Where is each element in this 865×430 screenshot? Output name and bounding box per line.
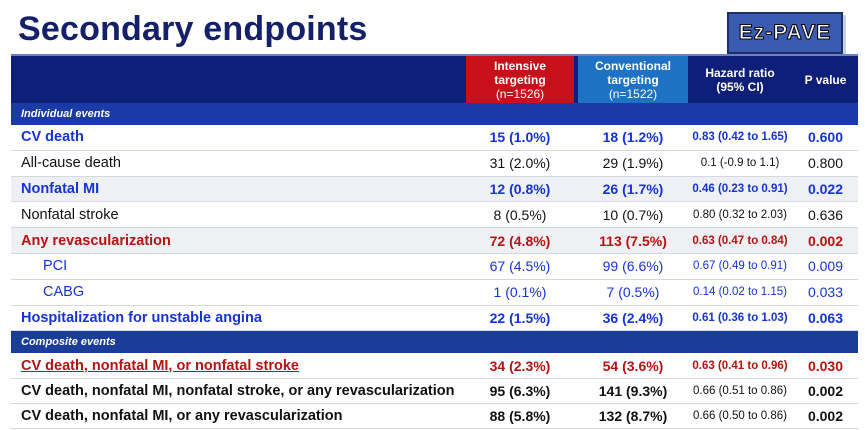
p-value: 0.636 (807, 206, 844, 223)
hazard-ratio-value: 0.14 (0.02 to 1.15) (693, 286, 787, 299)
table-row: PCI 67 (4.5%) 99 (6.6%) 0.67 (0.49 to 0.91)… (11, 254, 858, 280)
row-label: CV death, nonfatal MI, or nonfatal strok… (21, 357, 299, 374)
intensive-value: 1 (0.1%) (493, 284, 547, 301)
intensive-value: 95 (6.3%) (489, 382, 551, 399)
hazard-ratio-value: 0.1 (-0.9 to 1.1) (700, 157, 780, 170)
table-header: Intensive targeting (n=1526) Conventiona… (11, 54, 858, 103)
p-value: 0.009 (807, 258, 844, 275)
page-title: Secondary endpoints (18, 10, 368, 48)
p-value: 0.063 (807, 309, 844, 326)
header-conventional-line1: Conventional (594, 58, 671, 73)
row-label: PCI (43, 258, 68, 275)
conventional-value: 29 (1.9%) (602, 155, 664, 172)
header-intensive-line1: Intensive (493, 58, 547, 73)
p-value: 0.030 (807, 357, 844, 374)
table-row: CV death, nonfatal MI, nonfatal stroke, … (11, 379, 858, 404)
conventional-value: 36 (2.4%) (602, 309, 664, 326)
header-conventional-n: (n=1522) (608, 86, 658, 101)
row-label: CABG (43, 284, 85, 301)
p-value: 0.022 (807, 180, 844, 197)
table-row: CABG 1 (0.1%) 7 (0.5%) 0.14 (0.02 to 1.15) 0… (11, 280, 858, 306)
conventional-value: 132 (8.7%) (598, 408, 668, 425)
header-p-value: P value (793, 56, 858, 103)
p-value: 0.002 (807, 382, 844, 399)
header-hazard-ratio: Hazard ratio (95% CI) (689, 56, 791, 103)
intensive-value: 8 (0.5%) (493, 206, 547, 223)
table-row: All-cause death 31 (2.0%) 29 (1.9%) 0.1 (-0… (11, 151, 858, 177)
section-individual-events: Individual events (11, 103, 858, 125)
hazard-ratio-value: 0.61 (0.36 to 1.03) (692, 311, 788, 324)
conventional-value: 7 (0.5%) (606, 284, 660, 301)
header-hazard-line1: Hazard ratio (705, 65, 775, 80)
p-value: 0.002 (807, 408, 844, 425)
p-value: 0.002 (807, 232, 844, 249)
table-row: CV death 15 (1.0%) 18 (1.2%) 0.83 (0.42 to … (11, 125, 858, 151)
row-label: Hospitalization for unstable angina (21, 309, 262, 326)
intensive-value: 34 (2.3%) (489, 357, 551, 374)
table-row: Nonfatal stroke 8 (0.5%) 10 (0.7%) 0.80 (0.… (11, 202, 858, 229)
table-row: Any revascularization 72 (4.8%) 113 (7.5%)… (11, 228, 858, 254)
header-p-label: P value (804, 72, 847, 87)
header-conventional-line2: targeting (607, 72, 659, 87)
hazard-ratio-value: 0.46 (0.23 to 0.91) (692, 182, 788, 195)
intensive-value: 12 (0.8%) (489, 180, 551, 197)
table-row: Nonfatal MI 12 (0.8%) 26 (1.7%) 0.46 (0.23 … (11, 176, 858, 203)
header-intensive-line2: targeting (494, 72, 546, 87)
intensive-value: 72 (4.8%) (489, 232, 551, 249)
intensive-value: 15 (1.0%) (489, 129, 551, 146)
intensive-value: 67 (4.5%) (489, 258, 551, 275)
row-label: All-cause death (21, 155, 121, 172)
hazard-ratio-value: 0.67 (0.49 to 0.91) (693, 260, 787, 273)
intensive-value: 31 (2.0%) (489, 155, 551, 172)
conventional-value: 99 (6.6%) (602, 258, 664, 275)
p-value: 0.033 (807, 284, 844, 301)
hazard-ratio-value: 0.83 (0.42 to 1.65) (692, 131, 788, 144)
p-value: 0.600 (807, 129, 844, 146)
conventional-value: 113 (7.5%) (599, 232, 667, 249)
hazard-ratio-value: 0.66 (0.51 to 0.86) (693, 384, 787, 397)
header-hazard-line2: (95% CI) (716, 79, 764, 94)
hazard-ratio-value: 0.63 (0.47 to 0.84) (692, 234, 788, 247)
hazard-ratio-value: 0.63 (0.41 to 0.96) (692, 359, 788, 372)
row-label: CV death, nonfatal MI, or any revascular… (21, 408, 343, 425)
row-label: CV death (21, 129, 84, 146)
row-label: Nonfatal stroke (21, 206, 119, 223)
p-value: 0.800 (807, 155, 844, 172)
intensive-value: 88 (5.8%) (489, 408, 551, 425)
conventional-value: 10 (0.7%) (602, 206, 664, 223)
logo-text: Ez-PAVE (738, 21, 832, 45)
intensive-value: 22 (1.5%) (489, 309, 551, 326)
conventional-value: 18 (1.2%) (602, 129, 664, 146)
table-row: Hospitalization for unstable angina 22 (1… (11, 306, 858, 332)
header-conventional: Conventional targeting (n=1522) (578, 56, 688, 103)
row-label: CV death, nonfatal MI, nonfatal stroke, … (21, 382, 455, 399)
row-label: Any revascularization (21, 232, 171, 249)
header-intensive: Intensive targeting (n=1526) (466, 56, 574, 103)
composite-events-body: CV death, nonfatal MI, or nonfatal strok… (11, 353, 858, 430)
individual-events-body: CV death 15 (1.0%) 18 (1.2%) 0.83 (0.42 to … (11, 125, 858, 332)
table-row: CV death, nonfatal MI, or nonfatal strok… (11, 353, 858, 379)
conventional-value: 26 (1.7%) (602, 180, 664, 197)
secondary-endpoints-table: Intensive targeting (n=1526) Conventiona… (11, 54, 858, 430)
hazard-ratio-value: 0.80 (0.32 to 2.03) (693, 208, 787, 221)
table-row: CV death, nonfatal MI, or any revascular… (11, 404, 858, 430)
ez-pave-logo: Ez-PAVE (727, 12, 843, 54)
row-label: Nonfatal MI (21, 180, 100, 197)
section-composite-events: Composite events (11, 331, 858, 354)
header-intensive-n: (n=1526) (495, 86, 545, 101)
hazard-ratio-value: 0.66 (0.50 to 0.86) (693, 410, 787, 423)
conventional-value: 54 (3.6%) (602, 357, 664, 374)
conventional-value: 141 (9.3%) (598, 382, 668, 399)
